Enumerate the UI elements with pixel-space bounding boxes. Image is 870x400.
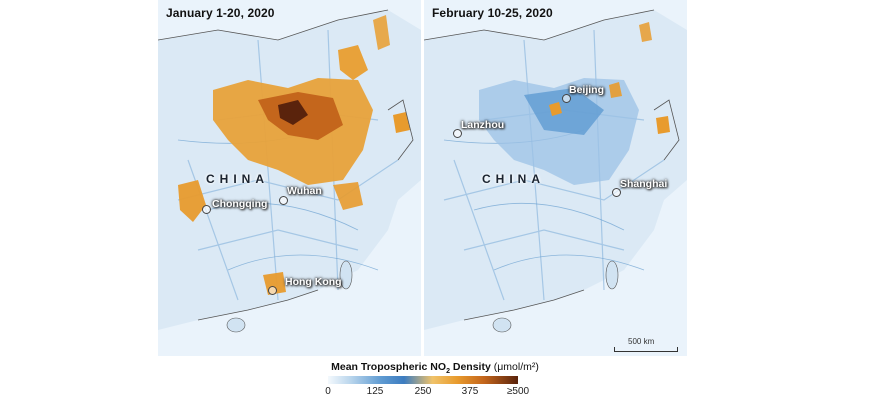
city-label-beijing: Beijing: [569, 84, 605, 96]
legend-tick-500: ≥500: [506, 386, 530, 397]
city-marker-wuhan: [279, 196, 288, 205]
no2-map-february: [424, 0, 687, 356]
scale-bar-label: 500 km: [628, 337, 655, 346]
city-label-wuhan: Wuhan: [287, 185, 322, 197]
city-marker-hong-kong: [268, 286, 277, 295]
panel-title-february: February 10-25, 2020: [432, 6, 553, 20]
city-marker-beijing: [562, 94, 571, 103]
legend-unit: (μmol/m²): [493, 361, 539, 373]
city-marker-lanzhou: [453, 129, 462, 138]
map-panel-january: January 1-20, 2020 CHINA Chongqing Wuhan…: [158, 0, 421, 356]
legend-title-tail: Density: [449, 361, 491, 373]
color-legend: Mean Tropospheric NO2 Density (μmol/m²) …: [300, 358, 570, 400]
map-panel-february: February 10-25, 2020 CHINA Lanzhou Beiji…: [424, 0, 687, 356]
scale-bar-line: [614, 347, 678, 352]
city-label-lanzhou: Lanzhou: [461, 119, 505, 131]
city-marker-shanghai: [612, 188, 621, 197]
city-label-hong-kong: Hong Kong: [285, 276, 342, 288]
country-label-china: CHINA: [206, 172, 269, 186]
city-label-shanghai: Shanghai: [620, 178, 668, 190]
legend-color-bar: [328, 376, 518, 384]
city-marker-chongqing: [202, 205, 211, 214]
city-label-chongqing: Chongqing: [212, 198, 268, 210]
legend-title: Mean Tropospheric NO2 Density (μmol/m²): [300, 361, 570, 375]
panel-title-january: January 1-20, 2020: [166, 6, 275, 20]
country-label-china: CHINA: [482, 172, 545, 186]
legend-tick-250: 250: [414, 386, 432, 397]
legend-title-subscript: 2: [446, 368, 450, 376]
legend-tick-0: 0: [325, 386, 331, 397]
no2-map-january: [158, 0, 421, 356]
legend-title-main: Mean Tropospheric NO: [331, 361, 447, 373]
legend-tick-125: 125: [366, 386, 384, 397]
legend-tick-375: 375: [461, 386, 479, 397]
